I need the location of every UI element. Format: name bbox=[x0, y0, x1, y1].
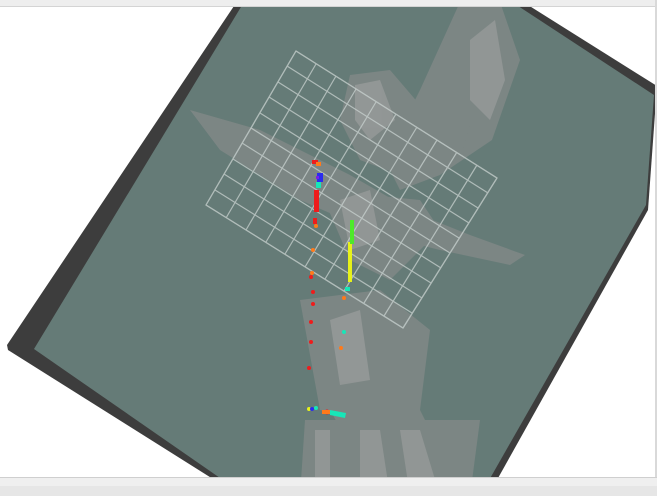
scan-points-yellow bbox=[307, 242, 352, 411]
scan-points-green bbox=[350, 220, 354, 244]
laser-scan-points bbox=[307, 160, 354, 418]
floor-grid bbox=[205, 50, 498, 329]
scan-points-blue bbox=[310, 173, 323, 411]
panel-splitter[interactable] bbox=[655, 0, 657, 496]
toolbar-strip bbox=[0, 0, 657, 7]
status-strip-inner bbox=[0, 486, 657, 496]
scan-points-violet bbox=[316, 176, 319, 179]
scan-points-orange bbox=[310, 162, 346, 414]
scan-points-cyan bbox=[314, 182, 350, 418]
status-strip bbox=[0, 477, 657, 496]
